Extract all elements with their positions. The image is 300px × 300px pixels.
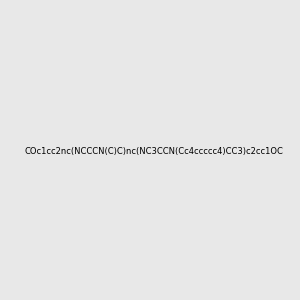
Text: COc1cc2nc(NCCCN(C)C)nc(NC3CCN(Cc4ccccc4)CC3)c2cc1OC: COc1cc2nc(NCCCN(C)C)nc(NC3CCN(Cc4ccccc4)… bbox=[24, 147, 283, 156]
